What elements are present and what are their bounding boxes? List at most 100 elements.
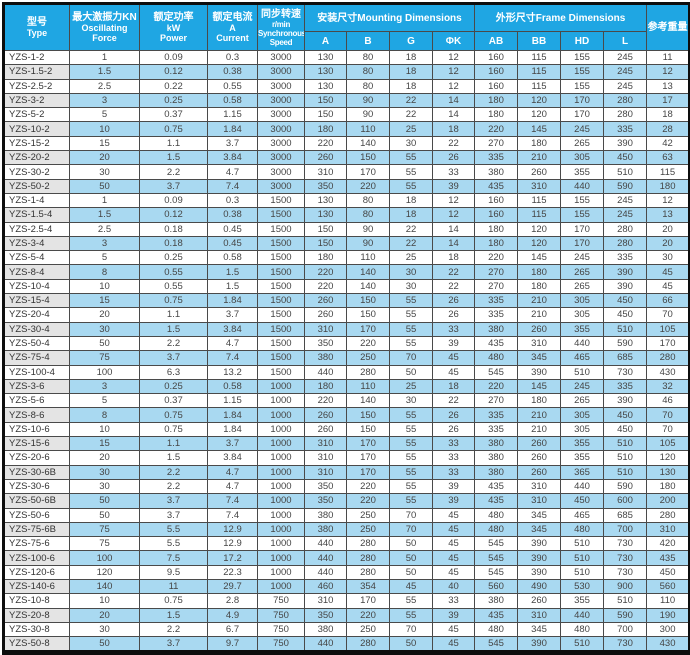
value-cell: 180 [474,235,519,252]
value-cell: 270 [474,135,519,152]
value-cell: 11 [646,49,690,66]
value-cell: 435 [646,550,690,566]
value-cell: 310 [517,335,562,352]
value-cell: 180 [517,135,562,152]
value-cell: 14 [431,92,476,109]
value-cell: 260 [304,150,347,166]
value-cell: 55 [389,307,433,323]
value-cell: 3000 [257,178,305,194]
value-cell: 0.37 [139,393,208,409]
value-cell: 220 [346,493,390,509]
value-cell: 30 [646,250,690,266]
value-cell: 155 [560,49,605,66]
value-cell: 17.2 [207,550,258,566]
value-cell: 75 [69,350,140,366]
value-cell: 30 [389,278,433,295]
value-cell: 335 [474,421,519,438]
value-cell: 305 [560,407,605,423]
value-cell: 600 [603,493,648,509]
value-cell: 22.3 [207,564,258,580]
value-cell: 280 [646,507,690,523]
value-cell: 0.45 [207,235,258,252]
model-cell: YZS-120-6 [3,564,70,580]
table-header: 型号 Type 最大激振力KN Oscillating Force 额定功率 k… [3,3,690,51]
value-cell: 310 [304,593,347,609]
table-row: YZS-10-6 10 0.75 1.84 1000 260 150 55 26 335 210 30… [3,421,690,438]
value-cell: 245 [560,121,605,137]
value-cell: 440 [304,564,347,580]
value-cell: 210 [517,421,562,438]
value-cell: 14 [431,221,476,237]
value-cell: 50 [389,364,433,380]
table-row: YZS-2.5-4 2.5 0.18 0.45 1500 150 90 22 14 180 120 1… [3,221,690,237]
value-cell: 15 [69,293,140,309]
value-cell: 3000 [257,150,305,166]
value-cell: 750 [257,621,305,638]
value-cell: 560 [474,578,519,595]
header-dim-bb: BB [517,31,562,51]
value-cell: 260 [304,293,347,309]
value-cell: 50 [389,564,433,580]
value-cell: 1 [69,192,140,209]
value-cell: 450 [603,407,648,423]
value-cell: 1.5 [207,278,258,295]
value-cell: 30 [389,264,433,280]
value-cell: 115 [517,49,562,66]
value-cell: 1000 [257,507,305,523]
value-cell: 280 [603,92,648,109]
value-cell: 3.7 [139,178,208,194]
value-cell: 1.1 [139,135,208,152]
value-cell: 380 [474,450,519,466]
value-cell: 350 [304,478,347,495]
value-cell: 1.5 [139,607,208,623]
value-cell: 140 [346,135,390,152]
value-cell: 20 [646,235,690,252]
model-cell: YZS-100-6 [3,550,70,566]
value-cell: 145 [517,250,562,266]
value-cell: 0.25 [139,92,208,109]
value-cell: 3000 [257,78,305,94]
value-cell: 26 [431,293,476,309]
value-cell: 13 [646,78,690,94]
value-cell: 100 [69,364,140,380]
value-cell: 310 [304,464,347,480]
model-cell: YZS-140-6 [3,578,70,595]
value-cell: 26 [431,150,476,166]
value-cell: 220 [474,121,519,137]
value-cell: 150 [346,150,390,166]
table-row: YZS-20-4 20 1.1 3.7 1500 260 150 55 26 335 210 305 4… [3,307,690,323]
value-cell: 150 [346,293,390,309]
table-row: YZS-100-6 100 7.5 17.2 1000 440 280 50 45 545 390 5… [3,550,690,566]
value-cell: 265 [560,393,605,409]
value-cell: 310 [304,321,347,337]
value-cell: 39 [431,478,476,495]
value-cell: 3.7 [139,493,208,509]
value-cell: 560 [646,578,690,595]
value-cell: 30 [69,164,140,180]
value-cell: 22 [389,92,433,109]
value-cell: 440 [304,636,347,654]
value-cell: 435 [474,478,519,495]
table-row: YZS-2.5-2 2.5 0.22 0.55 3000 130 80 18 12 160 115 1… [3,78,690,94]
value-cell: 4.7 [207,464,258,480]
value-cell: 390 [517,550,562,566]
value-cell: 4.7 [207,335,258,352]
value-cell: 2.8 [207,593,258,609]
value-cell: 250 [346,621,390,638]
value-cell: 435 [474,178,519,194]
value-cell: 380 [474,164,519,180]
value-cell: 3.7 [207,307,258,323]
value-cell: 45 [646,264,690,280]
value-cell: 90 [346,221,390,237]
value-cell: 5 [69,107,140,123]
value-cell: 120 [517,107,562,123]
value-cell: 5 [69,250,140,266]
value-cell: 150 [304,221,347,237]
value-cell: 30 [389,135,433,152]
model-cell: YZS-30-8 [3,621,70,638]
value-cell: 22 [389,107,433,123]
value-cell: 180 [646,478,690,495]
table-row: YZS-5-2 5 0.37 1.15 3000 150 90 22 14 180 120 170 28… [3,107,690,123]
value-cell: 510 [560,364,605,380]
